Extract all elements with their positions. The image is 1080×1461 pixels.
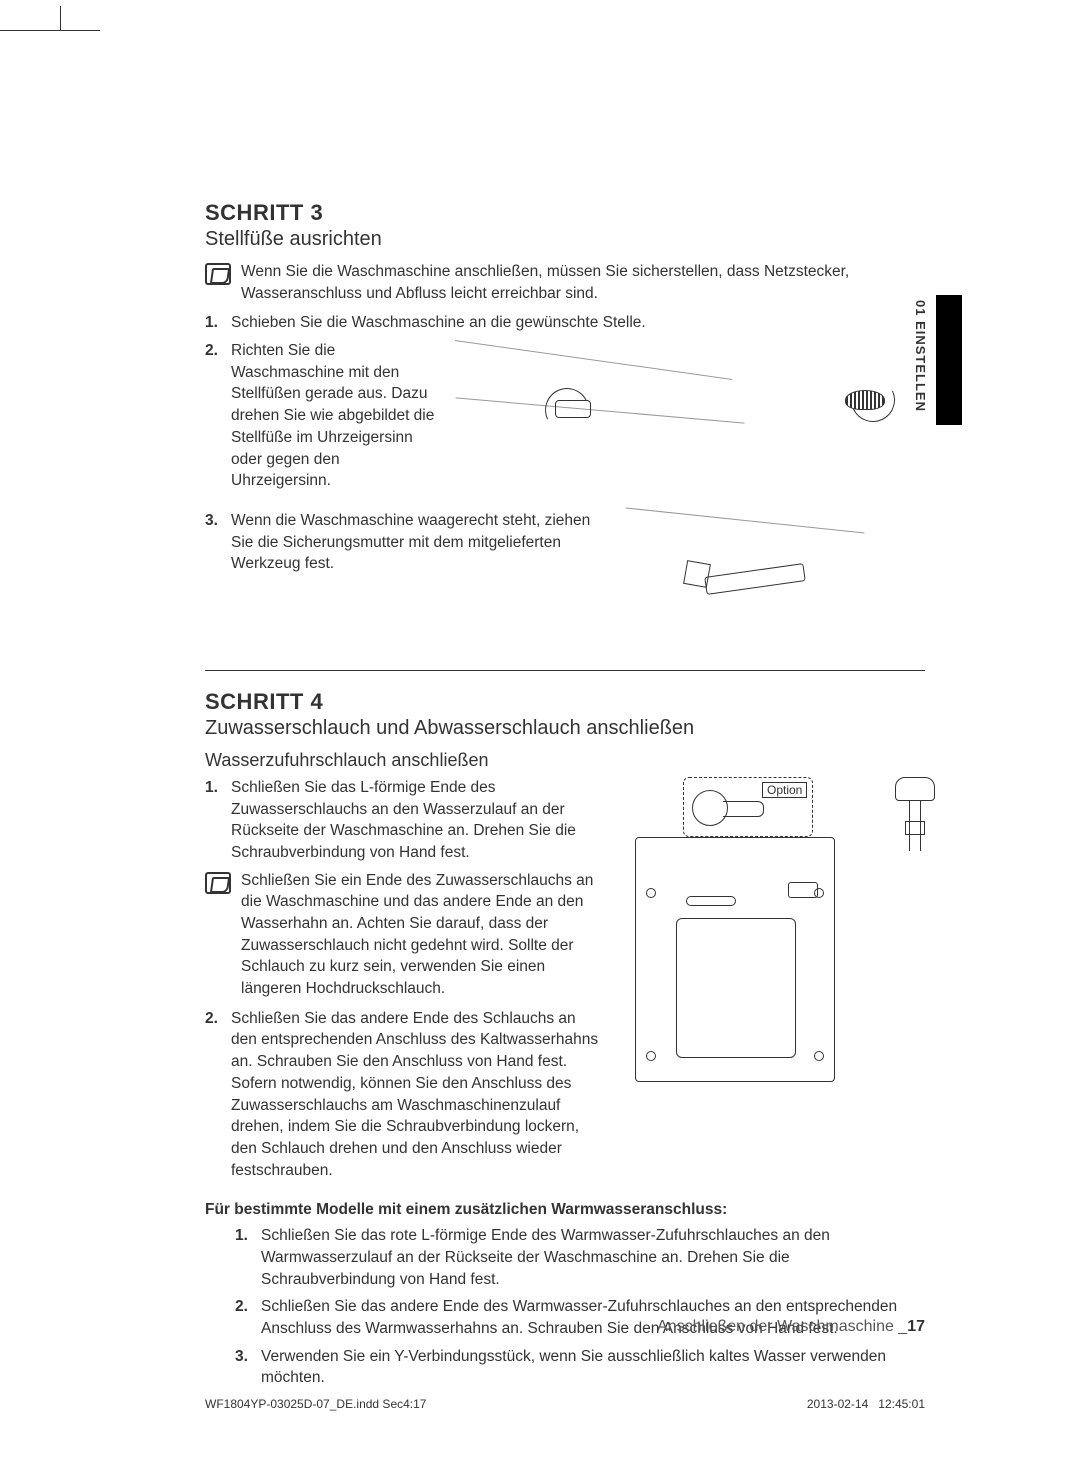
figure-machine-back	[635, 837, 835, 1082]
step3-subtitle: Stellfüße ausrichten	[205, 228, 925, 251]
step4-item-1-text: Schließen Sie das L-förmige Ende des Zuw…	[231, 777, 605, 864]
step3-item-1: Schieben Sie die Waschmaschine an die ge…	[205, 312, 925, 334]
step4-item-2-text: Schließen Sie das andere Ende des Schlau…	[231, 1008, 605, 1182]
page-content: SCHRITT 3 Stellfüße ausrichten Wenn Sie …	[205, 200, 925, 1395]
step3-list-2: Richten Sie die Waschmaschine mit den St…	[205, 340, 435, 492]
indd-time: 12:45:01	[878, 1397, 925, 1411]
step4-note-text: Schließen Sie ein Ende des Zuwasserschla…	[241, 870, 605, 1000]
step4-list-b: Schließen Sie das andere Ende des Schlau…	[205, 1008, 605, 1182]
section-divider	[205, 670, 925, 671]
step4-bold-note: Für bestimmte Modelle mit einem zusätzli…	[205, 1201, 925, 1219]
step3-row-2: Richten Sie die Waschmaschine mit den St…	[205, 340, 925, 498]
step3-item-2-text: Richten Sie die Waschmaschine mit den St…	[231, 340, 435, 492]
step3-list: Schieben Sie die Waschmaschine an die ge…	[205, 312, 925, 334]
note-icon	[205, 263, 231, 285]
step3-item-1-text: Schieben Sie die Waschmaschine an die ge…	[231, 312, 646, 334]
step3-heading: SCHRITT 3	[205, 200, 925, 226]
imprint-line: WF1804YP-03025D-07_DE.indd Sec4:17 2013-…	[205, 1397, 925, 1411]
figure-hose-connection: Option	[625, 777, 925, 1097]
figure-callout-option: Option	[683, 777, 813, 837]
note-icon	[205, 872, 231, 894]
step4-subheading: Wasserzufuhrschlauch anschließen	[205, 750, 925, 771]
figure-locknut	[625, 510, 925, 640]
step4-subtitle: Zuwasserschlauch und Abwasserschlauch an…	[205, 717, 925, 740]
footer-page-num: 17	[907, 1318, 925, 1335]
indd-file: WF1804YP-03025D-07_DE.indd Sec4:17	[205, 1397, 426, 1411]
figure-callout-tap	[855, 777, 935, 867]
step3-note-row: Wenn Sie die Waschmaschine anschließen, …	[205, 261, 925, 304]
step3-item-2: Richten Sie die Waschmaschine mit den St…	[205, 340, 435, 492]
step4-warm-1: Schließen Sie das rote L-förmige Ende de…	[235, 1225, 925, 1290]
step3-note-text: Wenn Sie die Waschmaschine anschließen, …	[241, 261, 925, 304]
step4-item-2: Schließen Sie das andere Ende des Schlau…	[205, 1008, 605, 1182]
step4-item-1: Schließen Sie das L-förmige Ende des Zuw…	[205, 777, 605, 864]
indd-date: 2013-02-14	[807, 1397, 868, 1411]
step4-row: Schließen Sie das L-förmige Ende des Zuw…	[205, 777, 925, 1187]
step3-item-3-text: Wenn die Waschmaschine waagerecht steht,…	[231, 510, 605, 575]
crop-mark-tl	[0, 30, 100, 31]
step4-heading: SCHRITT 4	[205, 689, 925, 715]
callout-option-label: Option	[762, 782, 807, 798]
step3-item-3: Wenn die Waschmaschine waagerecht steht,…	[205, 510, 605, 575]
step3-list-3: Wenn die Waschmaschine waagerecht steht,…	[205, 510, 605, 575]
step4-warm-3-text: Verwenden Sie ein Y-Verbindungsstück, we…	[261, 1346, 925, 1389]
step3-row-3: Wenn die Waschmaschine waagerecht steht,…	[205, 510, 925, 640]
figure-leveling-feet	[455, 340, 925, 490]
step4-list-a: Schließen Sie das L-förmige Ende des Zuw…	[205, 777, 605, 864]
footer-section: Anschließen der Waschmaschine _	[657, 1318, 907, 1335]
step4-warm-1-text: Schließen Sie das rote L-förmige Ende de…	[261, 1225, 925, 1290]
step4-warm-list: Schließen Sie das rote L-förmige Ende de…	[235, 1225, 925, 1389]
step4-warm-3: Verwenden Sie ein Y-Verbindungsstück, we…	[235, 1346, 925, 1389]
page-footer: Anschließen der Waschmaschine _17	[205, 1318, 925, 1336]
step4-note-row: Schließen Sie ein Ende des Zuwasserschla…	[205, 870, 605, 1000]
section-tab-black	[936, 295, 962, 425]
